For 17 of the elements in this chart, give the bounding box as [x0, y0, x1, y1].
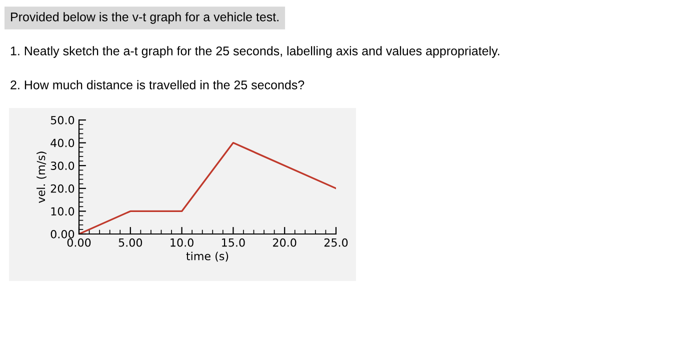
x-tick-label: 15.0	[222, 238, 245, 247]
x-tick-label: 25.0	[324, 238, 348, 247]
x-tick-label: 20.0	[273, 238, 296, 247]
x-tick-label: 0.00	[67, 238, 91, 247]
y-tick-label: 10.0	[51, 207, 74, 216]
y-tick-label: 50.0	[50, 116, 74, 124]
x-tick-label: 5.00	[118, 238, 142, 247]
text: 2. How much distance is travelled in the 25 seconds?	[10, 80, 304, 90]
y-tick-label: 20.0	[50, 184, 74, 193]
x-axis-title: time (s)	[186, 252, 228, 262]
y-tick-label: 0.00	[50, 230, 74, 238]
y-tick-label: 30.0	[50, 162, 74, 170]
y-axis-title: vel. (m/s)	[36, 152, 46, 203]
chart-title: Provided below is the v-t graph for a vehicle test.	[11, 12, 278, 24]
x-tick-label: 10.0	[170, 238, 194, 247]
text: 1. Neatly sketch the a-t graph for the 25 seconds, labelling axis and values appropriately.	[10, 46, 500, 58]
y-tick-label: 40.0	[50, 138, 74, 148]
